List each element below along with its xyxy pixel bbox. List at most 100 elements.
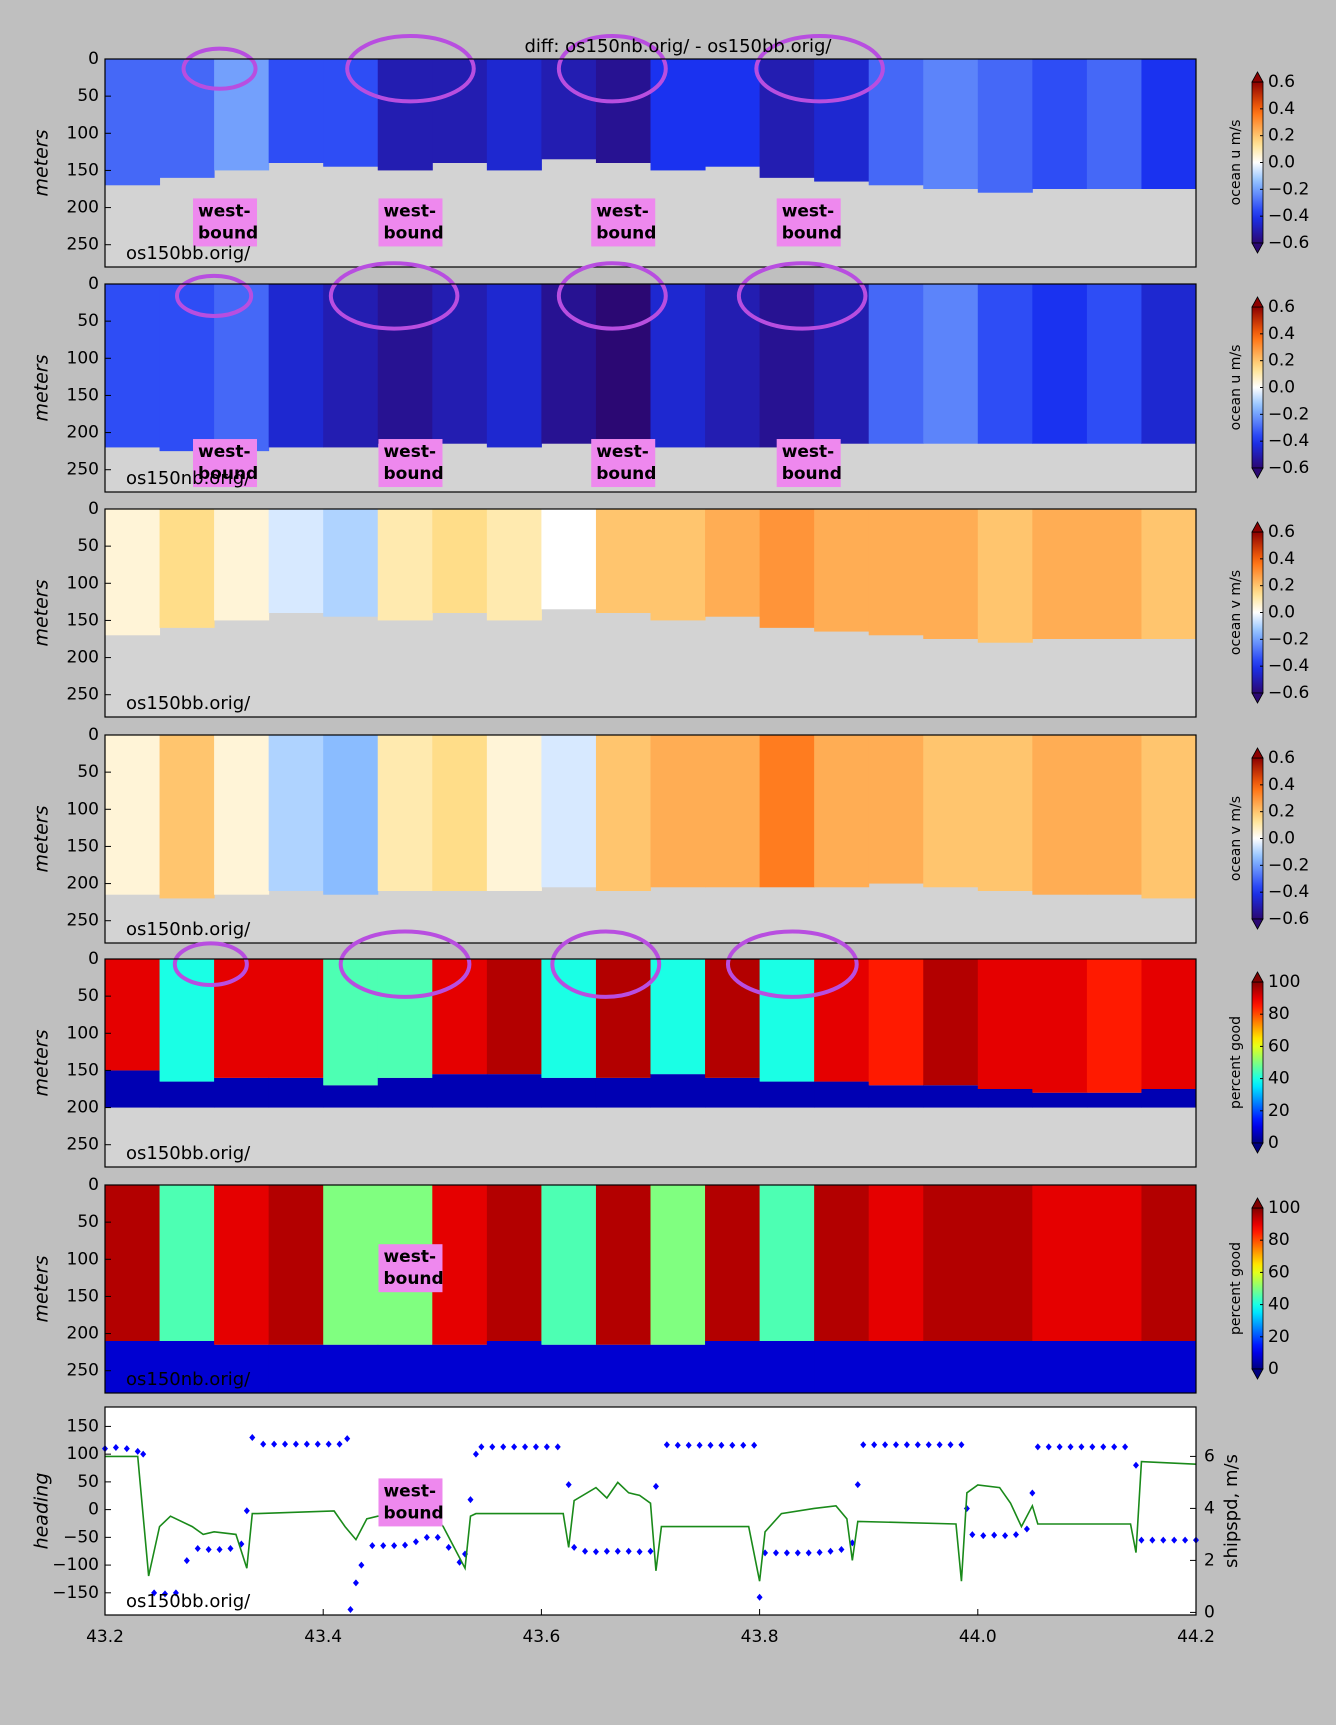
heatmap-column (541, 735, 597, 888)
y2-tick-label: 2 (1204, 1550, 1215, 1570)
heatmap-column (1086, 1185, 1142, 1341)
heatmap-column (105, 59, 161, 186)
heatmap-column (814, 959, 870, 1082)
heading-point (402, 1541, 409, 1549)
floor-cell (595, 1077, 651, 1108)
colorbar-tick-label: 0.2 (1268, 351, 1295, 371)
y-axis-label: meters (31, 805, 53, 872)
heatmap-column (377, 959, 433, 1078)
panel-label: os150nb.orig/ (126, 1369, 251, 1390)
y-tick-label: 0 (88, 1500, 99, 1520)
heading-point (571, 1543, 578, 1551)
heatmap-column (214, 284, 270, 452)
annotation-text: bound (198, 464, 258, 484)
axes-frame (104, 958, 1197, 1168)
heading-point (1089, 1443, 1096, 1451)
heading-point (336, 1440, 343, 1448)
heading-point (892, 1441, 899, 1449)
heading-point (162, 1590, 169, 1598)
heatmap-column (486, 735, 542, 891)
heatmap-column (377, 509, 433, 621)
colorbar-tick-label: 0.4 (1268, 99, 1295, 119)
annotation-box (776, 439, 841, 488)
colorbar-tick-label: −0.2 (1268, 855, 1309, 875)
heading-point (991, 1531, 998, 1539)
heading-point (1045, 1443, 1052, 1451)
heading-point (592, 1548, 599, 1556)
y-tick-label: 250 (67, 460, 99, 480)
heading-point (303, 1440, 310, 1448)
heading-point (380, 1542, 387, 1550)
heading-point (854, 1481, 861, 1489)
colorbar-tick-label: 100 (1268, 972, 1300, 992)
y-tick-label: 0 (88, 274, 99, 294)
axes-frame (104, 283, 1197, 493)
panel-label: os150nb.orig/ (126, 468, 251, 489)
annotation-text: west- (596, 201, 649, 221)
annotation-text: bound (782, 223, 842, 243)
heading-point (205, 1546, 212, 1554)
heatmap-column (214, 509, 270, 621)
colorbar-tick-label: 60 (1268, 1036, 1290, 1056)
y-tick-label: 50 (77, 311, 99, 331)
y-tick-label: −150 (52, 1583, 99, 1603)
heatmap-column (159, 509, 215, 628)
colorbar-tick-label: −0.6 (1268, 233, 1309, 253)
y-tick-label: 0 (88, 725, 99, 745)
heading-point (344, 1435, 351, 1443)
highlight-ellipse (754, 33, 885, 104)
heatmap-column (323, 735, 379, 895)
heading-point (489, 1443, 496, 1451)
heatmap-column (705, 284, 761, 448)
heatmap-column (814, 1185, 870, 1341)
annotation-text: bound (596, 464, 656, 484)
heatmap-column (650, 959, 706, 1075)
floor-cell (105, 1070, 161, 1108)
y2-tick-label: 4 (1204, 1498, 1215, 1518)
heading-point (696, 1441, 703, 1449)
highlight-ellipse (736, 261, 868, 331)
panel-label: os150bb.orig/ (126, 1143, 251, 1164)
colorbar-extend (1251, 242, 1264, 254)
colorbar-extend (1251, 1368, 1264, 1380)
heading-point (423, 1533, 430, 1541)
heading-point (1182, 1536, 1189, 1544)
heading-point (794, 1549, 801, 1557)
colorbar (1251, 1207, 1264, 1370)
y-tick-label: 100 (67, 799, 99, 819)
colorbar (1251, 981, 1264, 1144)
heatmap-column (1032, 284, 1088, 444)
y-tick-label: 100 (67, 1444, 99, 1464)
highlight-ellipse (556, 261, 668, 331)
heatmap-column (868, 1185, 924, 1341)
heatmap-column (323, 1185, 379, 1345)
heading-point (603, 1547, 610, 1555)
heatmap-column (650, 1185, 706, 1345)
y-tick-label: 250 (67, 1361, 99, 1381)
floor-cell (541, 1344, 597, 1393)
y-tick-label: 50 (77, 1212, 99, 1232)
heatmap-column (868, 509, 924, 636)
colorbar-extend (1251, 521, 1264, 533)
heading-point (647, 1547, 654, 1555)
annotation-text: bound (198, 223, 258, 243)
colorbar-tick-label: −0.2 (1268, 629, 1309, 649)
colorbar-tick-label: −0.4 (1268, 206, 1309, 226)
colorbar-tick-label: 0.2 (1268, 126, 1295, 146)
heading-point (1023, 1525, 1030, 1533)
annotation-text: west- (782, 201, 835, 221)
floor-cell (923, 1341, 979, 1393)
floor-cell (868, 1085, 924, 1108)
heading-point (467, 1496, 474, 1504)
heatmap-column (977, 509, 1033, 643)
heatmap-column (1086, 735, 1142, 895)
heading-point (260, 1440, 267, 1448)
y-tick-label: 0 (88, 949, 99, 969)
panel-label: os150bb.orig/ (126, 243, 251, 264)
heatmap-column (159, 959, 215, 1082)
heading-point (478, 1443, 485, 1451)
heading-point (1012, 1531, 1019, 1539)
heading-point (1078, 1443, 1085, 1451)
annotation-box (591, 439, 656, 488)
highlight-ellipse (345, 33, 476, 104)
